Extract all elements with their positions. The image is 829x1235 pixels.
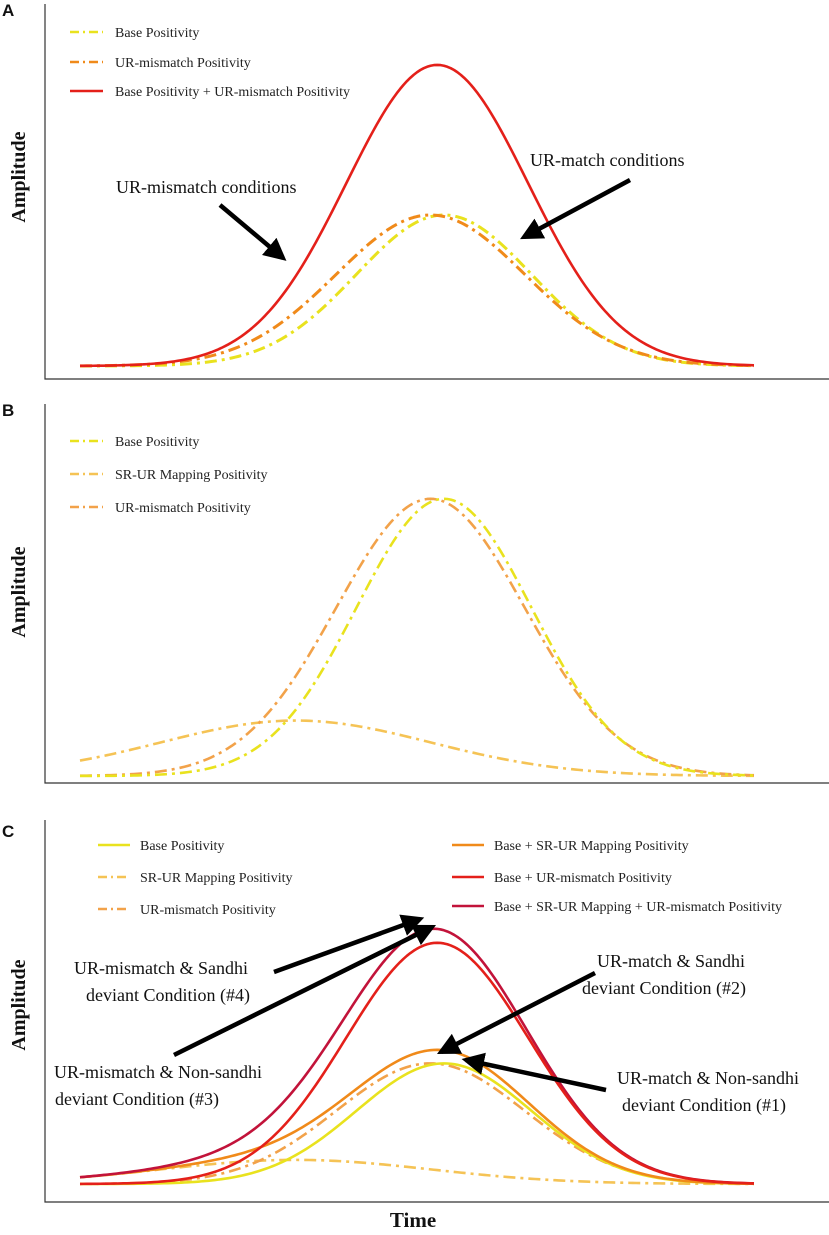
legend-label-a-0: Base Positivity	[115, 26, 199, 41]
series-line-a-1	[79, 213, 755, 368]
legend-label-b-2: UR-mismatch Positivity	[115, 501, 251, 516]
legend-label-c-0: Base Positivity	[140, 839, 224, 854]
y-axis-label-b: Amplitude	[8, 546, 30, 637]
annotation-label-c-3-line-1: deviant Condition (#1)	[622, 1095, 786, 1116]
y-axis-label-a: Amplitude	[8, 131, 30, 222]
series-line-b-2	[79, 497, 755, 778]
legend-label-c-2: UR-mismatch Positivity	[140, 903, 276, 918]
annotation-a-0: UR-mismatch conditions	[116, 177, 296, 261]
annotation-c-2: UR-mismatch & Non-sandhi deviant Conditi…	[54, 924, 437, 1110]
series-line-b-0	[79, 497, 755, 778]
legend-label-a-2: Base Positivity + UR-mismatch Positivity	[115, 85, 350, 100]
y-axis-label-c: Amplitude	[8, 959, 30, 1050]
legend-a: Base Positivity UR-mismatch Positivity B…	[70, 26, 350, 100]
annotation-label-a-1: UR-match conditions	[530, 150, 684, 170]
annotation-arrow-a-0	[218, 203, 287, 261]
series-line-a-0	[80, 213, 755, 368]
legend-label-a-1: UR-mismatch Positivity	[115, 56, 251, 71]
series-line-b-1	[79, 719, 755, 778]
x-axis-label-c: Time	[390, 1208, 436, 1232]
legend-label-c-3: Base + SR-UR Mapping Positivity	[494, 839, 689, 854]
series-line-c-2	[79, 1062, 755, 1186]
annotation-label-c-0-line-0: UR-mismatch & Sandhi	[74, 958, 248, 978]
annotation-arrow-c-1	[436, 970, 597, 1055]
series-group-b	[79, 497, 755, 778]
panel-b: B Amplitude Base Positivity SR-UR Mappin…	[2, 401, 829, 784]
annotation-arrow-c-2	[173, 924, 437, 1058]
axes-a	[44, 4, 829, 380]
series-line-c-3	[79, 1048, 755, 1185]
annotation-arrow-a-1	[520, 178, 632, 240]
panel-letter-a: A	[2, 1, 14, 20]
legend-c: Base Positivity SR-UR Mapping Positivity…	[98, 839, 782, 918]
legend-label-b-1: SR-UR Mapping Positivity	[115, 468, 267, 483]
annotation-label-c-0-line-1: deviant Condition (#4)	[86, 985, 250, 1006]
panel-c: C Amplitude Time Base Positivity SR-UR M…	[2, 820, 829, 1232]
annotation-label-c-1-line-0: UR-match & Sandhi	[597, 951, 745, 971]
panel-a: A Amplitude Base Positivity UR-mismatch …	[2, 1, 829, 380]
legend-label-c-5: Base + SR-UR Mapping + UR-mismatch Posit…	[494, 900, 782, 915]
legend-label-c-4: Base + UR-mismatch Positivity	[494, 871, 672, 886]
panel-letter-c: C	[2, 822, 14, 841]
legend-label-c-1: SR-UR Mapping Positivity	[140, 871, 292, 886]
axes-b	[44, 404, 829, 784]
annotation-arrow-c-3	[461, 1052, 607, 1093]
annotation-label-c-3-line-0: UR-match & Non-sandhi	[617, 1068, 799, 1088]
annotation-label-a-0: UR-mismatch conditions	[116, 177, 296, 197]
annotation-label-c-2-line-0: UR-mismatch & Non-sandhi	[54, 1062, 262, 1082]
axes-c	[44, 820, 829, 1203]
annotation-c-3: UR-match & Non-sandhi deviant Condition …	[461, 1052, 799, 1116]
annotation-a-1: UR-match conditions	[520, 150, 684, 240]
series-group-a	[79, 63, 755, 368]
series-line-a-2	[79, 63, 755, 368]
annotation-label-c-1-line-1: deviant Condition (#2)	[582, 978, 746, 999]
legend-label-b-0: Base Positivity	[115, 435, 199, 450]
series-line-c-4	[79, 941, 755, 1186]
panel-letter-b: B	[2, 401, 14, 420]
annotation-c-0: UR-mismatch & Sandhi deviant Condition (…	[74, 914, 425, 1006]
legend-b: Base Positivity SR-UR Mapping Positivity…	[70, 435, 267, 516]
annotation-label-c-2-line-1: deviant Condition (#3)	[55, 1089, 219, 1110]
annotation-arrow-c-0	[273, 914, 425, 975]
annotation-c-1: UR-match & Sandhi deviant Condition (#2)	[436, 951, 746, 1055]
